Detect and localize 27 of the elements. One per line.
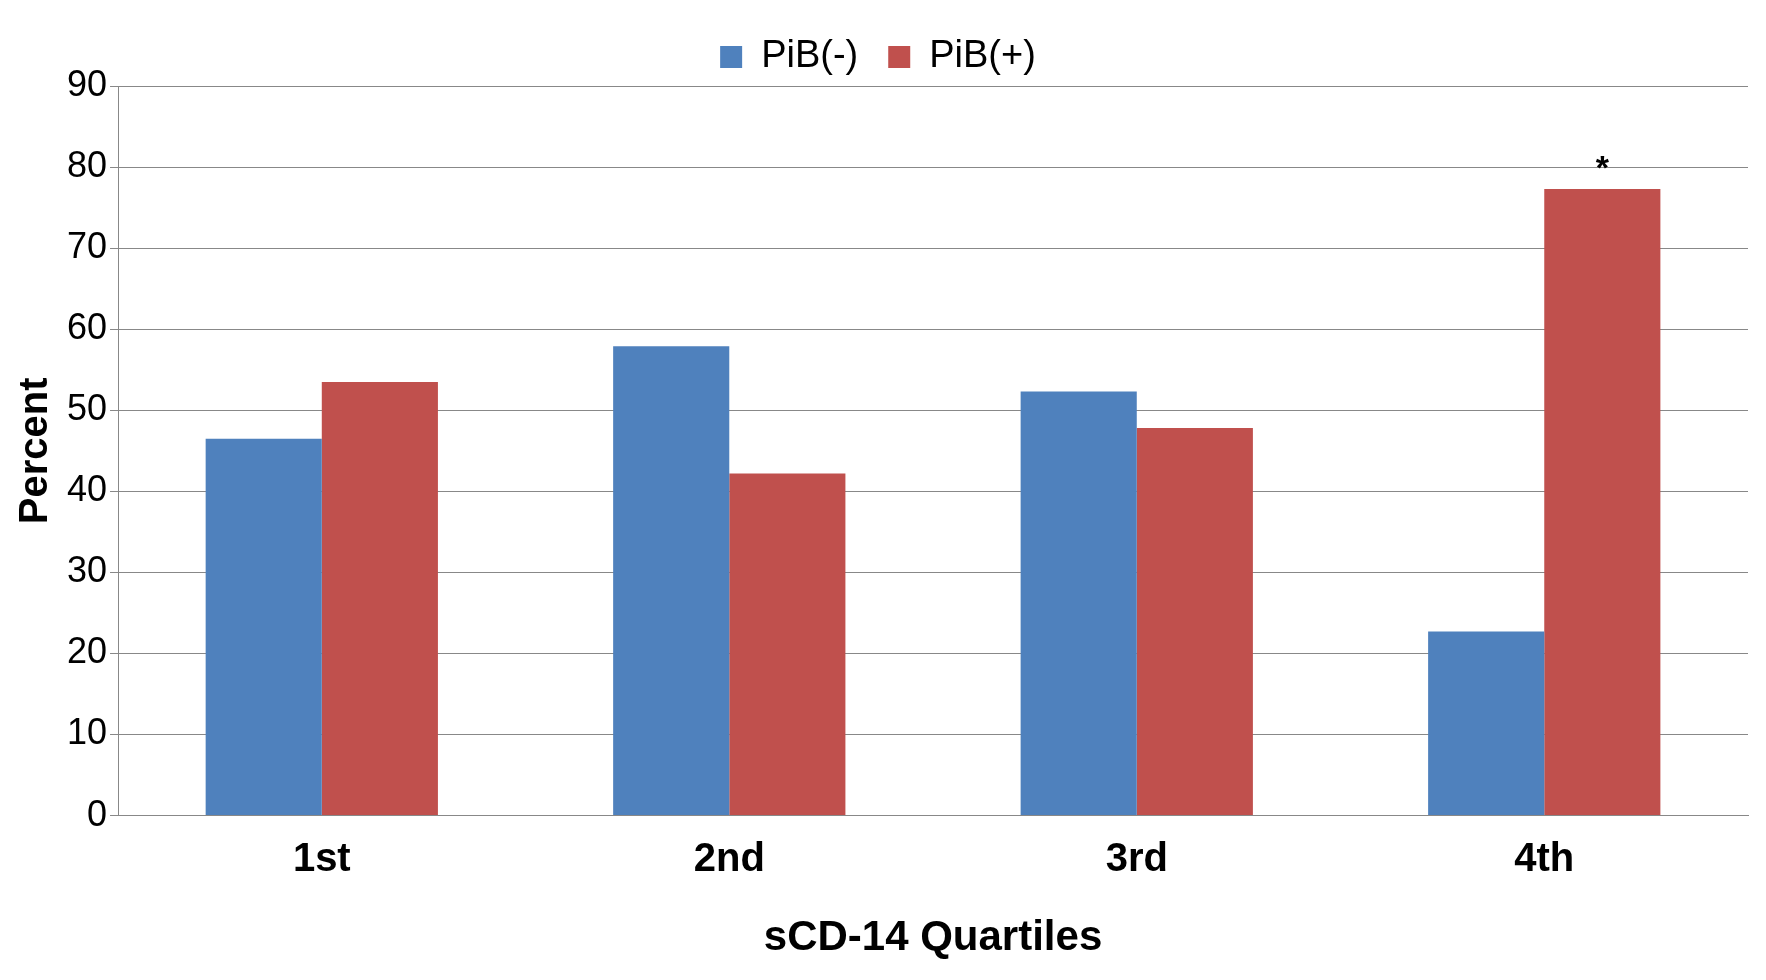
annotation: * — [1595, 148, 1610, 187]
legend-label: PiB(-) — [761, 33, 859, 76]
bar — [1428, 631, 1545, 816]
y-tick-label: 30 — [67, 549, 108, 591]
y-axis-title: Percent — [11, 377, 56, 525]
y-tick-label: 60 — [67, 306, 108, 348]
y-tick-label: 10 — [67, 711, 108, 753]
x-tick-label: 4th — [1514, 834, 1575, 879]
y-tick-label: 80 — [67, 143, 108, 185]
x-tick-label: 3rd — [1105, 834, 1168, 879]
x-axis-title: sCD-14 Quartiles — [763, 912, 1103, 960]
y-tick-label: 50 — [67, 387, 108, 429]
bar — [205, 438, 322, 816]
legend-label: PiB(+) — [929, 33, 1036, 76]
bar — [1136, 428, 1253, 816]
bar — [613, 346, 730, 816]
bar — [729, 473, 846, 816]
y-tick-label: 40 — [67, 468, 108, 510]
y-tick-label: 0 — [87, 792, 108, 834]
y-tick-label: 20 — [67, 630, 108, 672]
x-tick-label: 2nd — [693, 834, 765, 879]
bar — [1020, 391, 1137, 816]
bar — [321, 381, 438, 816]
y-tick-label: 90 — [67, 62, 108, 104]
y-tick-label: 70 — [67, 225, 108, 267]
bar — [1544, 188, 1661, 816]
x-tick-label: 1st — [292, 834, 351, 879]
